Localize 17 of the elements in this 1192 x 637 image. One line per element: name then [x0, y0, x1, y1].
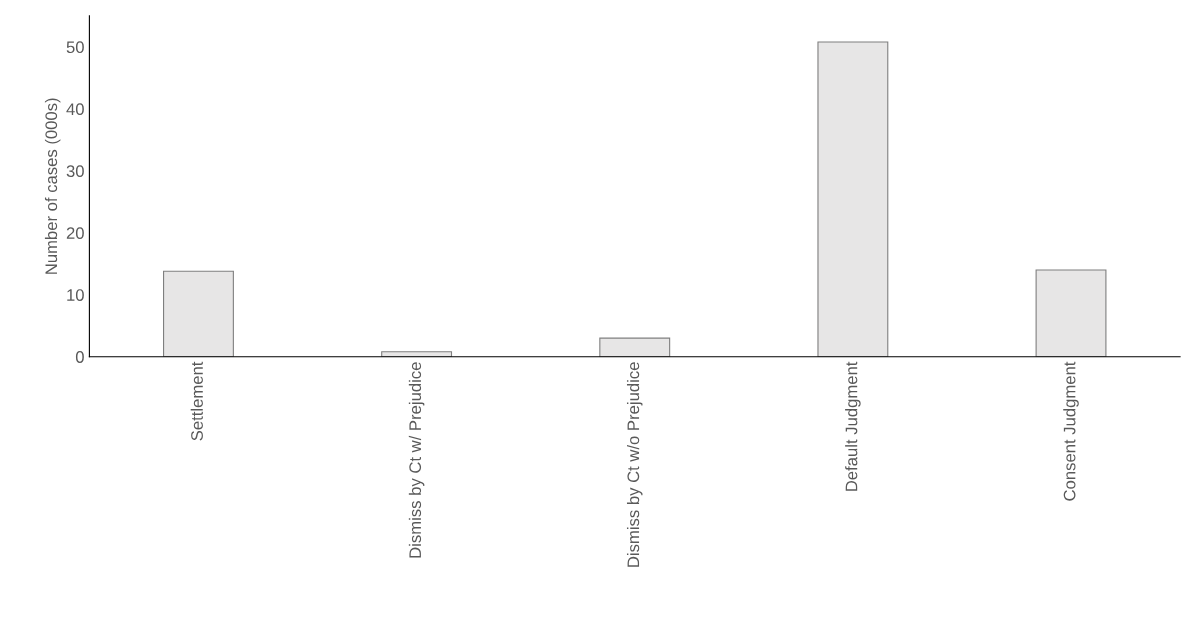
- x-tick-label: Consent Judgment: [1063, 361, 1079, 501]
- x-tick-label: Default Judgment: [845, 361, 861, 491]
- y-tick-label: 30: [66, 165, 84, 178]
- bar: [599, 337, 671, 357]
- y-tick-label: 50: [66, 41, 84, 54]
- y-tick-label: 20: [66, 227, 84, 239]
- y-tick-label: 40: [66, 103, 84, 116]
- x-tick-label: Dismiss by Ct w/ Prejudice: [408, 362, 425, 558]
- x-tick-label: Dismiss by Ct w/o Prejudice: [626, 362, 643, 567]
- bar: [817, 41, 889, 357]
- bar: [1035, 269, 1107, 357]
- y-tick-label: 0: [75, 351, 84, 363]
- x-tick-label: Settlement: [190, 361, 203, 441]
- bar: [163, 270, 234, 357]
- y-axis-title: Number of cases (000s): [44, 98, 61, 274]
- bar: [381, 351, 453, 357]
- y-tick-label: 10: [67, 289, 84, 301]
